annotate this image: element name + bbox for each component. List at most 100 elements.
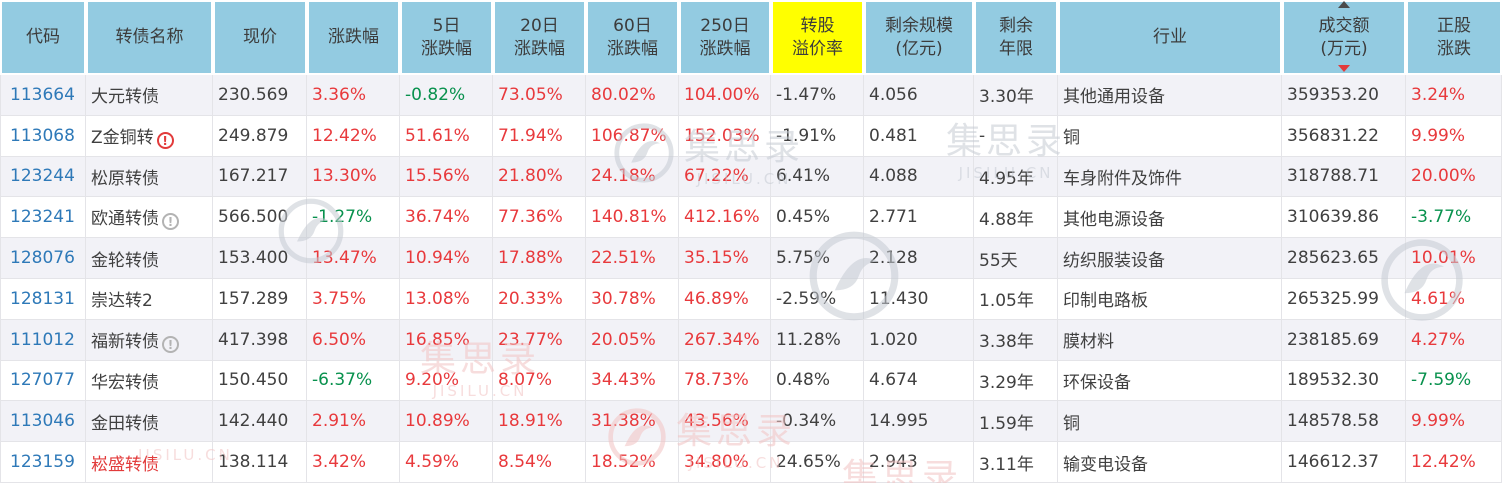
- bond-name[interactable]: 福新转债: [91, 331, 159, 352]
- cell-code[interactable]: 113664: [0, 75, 86, 116]
- cell-size: 2.128: [864, 238, 974, 279]
- cell-price: 566.500: [213, 197, 307, 239]
- cell-chg5: 16.85%: [400, 319, 493, 361]
- column-label: 年限: [999, 38, 1033, 59]
- cell-code[interactable]: 128131: [0, 278, 86, 320]
- cell-years: 1.59年: [974, 401, 1058, 443]
- cell-premium: 0.48%: [771, 360, 864, 402]
- cell-chg20: 73.05%: [493, 75, 586, 116]
- cell-name: 金轮转债: [86, 238, 213, 279]
- cell-chg20: 71.94%: [493, 115, 586, 157]
- cell-years: 1.05年: [974, 278, 1058, 320]
- cell-chg250: 43.56%: [679, 401, 771, 443]
- cell-stock_change: 4.27%: [1406, 319, 1502, 361]
- bond-name[interactable]: 崇达转2: [91, 291, 153, 312]
- cell-size: 2.943: [864, 442, 974, 483]
- cell-industry: 铜: [1058, 115, 1282, 157]
- cell-size: 2.771: [864, 197, 974, 239]
- column-header-chg20[interactable]: 20日 涨跌幅: [493, 0, 586, 75]
- cell-price: 153.400: [213, 238, 307, 279]
- bond-name[interactable]: 松原转债: [91, 168, 159, 189]
- cell-name: 崧盛转债: [86, 442, 213, 483]
- cell-size: 4.674: [864, 360, 974, 402]
- cell-change: 3.42%: [307, 442, 400, 483]
- column-label: 涨跌幅: [421, 38, 472, 59]
- red-warning-icon[interactable]: !: [156, 131, 174, 149]
- cell-chg60: 31.38%: [586, 401, 679, 443]
- cell-chg5: 51.61%: [400, 115, 493, 157]
- cell-price: 230.569: [213, 75, 307, 116]
- table-row: 113046 金田转债 142.440 2.91% 10.89% 18.91% 31.38%…: [0, 401, 1502, 443]
- cell-premium: 6.41%: [771, 156, 864, 198]
- cell-turnover: 146612.37: [1282, 442, 1406, 483]
- column-header-premium[interactable]: 转股 溢价率: [771, 0, 864, 75]
- cell-years: -: [974, 115, 1058, 157]
- column-header-size[interactable]: 剩余规模 (亿元): [864, 0, 974, 75]
- cell-size: 1.020: [864, 319, 974, 361]
- cell-code[interactable]: 127077: [0, 360, 86, 402]
- cell-name: 崇达转2: [86, 278, 213, 320]
- cell-code[interactable]: 123159: [0, 442, 86, 483]
- cell-stock_change: -3.77%: [1406, 197, 1502, 239]
- table-row: 113068 Z金铜转! 249.879 12.42% 51.61% 71.94% 106.…: [0, 115, 1502, 157]
- column-header-chg5[interactable]: 5日 涨跌幅: [400, 0, 493, 75]
- bond-name[interactable]: 金轮转债: [91, 250, 159, 271]
- cell-name: 金田转债: [86, 401, 213, 443]
- cell-price: 167.217: [213, 156, 307, 198]
- cell-code[interactable]: 123244: [0, 156, 86, 198]
- column-header-years[interactable]: 剩余 年限: [974, 0, 1058, 75]
- column-header-code[interactable]: 代码: [0, 0, 86, 75]
- column-header-industry[interactable]: 行业: [1058, 0, 1282, 75]
- cell-price: 417.398: [213, 319, 307, 361]
- table-row: 128076 金轮转债 153.400 13.47% 10.94% 17.88% 22.51…: [0, 238, 1502, 279]
- column-header-stock_change[interactable]: 正股 涨跌: [1406, 0, 1502, 75]
- cell-stock_change: 9.99%: [1406, 115, 1502, 157]
- cell-code[interactable]: 113046: [0, 401, 86, 443]
- cell-name: 欧通转债!: [86, 197, 213, 239]
- column-label: 剩余: [999, 15, 1033, 36]
- column-label: 涨跌: [1437, 38, 1471, 59]
- column-header-chg250[interactable]: 250日 涨跌幅: [679, 0, 771, 75]
- cell-code[interactable]: 113068: [0, 115, 86, 157]
- column-header-name[interactable]: 转债名称: [86, 0, 213, 75]
- column-header-chg60[interactable]: 60日 涨跌幅: [586, 0, 679, 75]
- table-row: 111012 福新转债! 417.398 6.50% 16.85% 23.77% 20.05…: [0, 319, 1502, 361]
- gray-info-icon[interactable]: !: [162, 335, 179, 353]
- sort-asc-icon[interactable]: [1338, 1, 1350, 8]
- column-header-change[interactable]: 涨跌幅: [307, 0, 400, 75]
- gray-info-icon[interactable]: !: [162, 213, 179, 231]
- column-label: 行业: [1153, 27, 1187, 47]
- sort-desc-icon[interactable]: [1338, 65, 1350, 72]
- cell-code[interactable]: 123241: [0, 197, 86, 239]
- cell-chg60: 34.43%: [586, 360, 679, 402]
- cell-change: -1.27%: [307, 197, 400, 239]
- bond-name[interactable]: Z金铜转: [91, 127, 154, 148]
- cell-chg250: 412.16%: [679, 197, 771, 239]
- cell-stock_change: 12.42%: [1406, 442, 1502, 483]
- cell-years: 3.30年: [974, 75, 1058, 116]
- cell-change: -6.37%: [307, 360, 400, 402]
- cell-name: 福新转债!: [86, 319, 213, 361]
- cell-industry: 车身附件及饰件: [1058, 156, 1282, 198]
- cell-premium: 5.75%: [771, 238, 864, 279]
- bond-name[interactable]: 大元转债: [91, 87, 159, 108]
- cell-premium: -0.34%: [771, 401, 864, 443]
- bond-name[interactable]: 金田转债: [91, 413, 159, 434]
- cell-code[interactable]: 111012: [0, 319, 86, 361]
- column-header-turnover[interactable]: 成交额 (万元): [1282, 0, 1406, 75]
- cell-chg5: 13.08%: [400, 278, 493, 320]
- column-label: 5日: [432, 15, 461, 36]
- column-label: (亿元): [895, 38, 943, 59]
- column-label: 代码: [26, 27, 60, 47]
- column-header-price[interactable]: 现价: [213, 0, 307, 75]
- column-label: 涨跌幅: [328, 27, 379, 47]
- bond-name[interactable]: 欧通转债: [91, 209, 159, 230]
- bond-name[interactable]: 华宏转债: [91, 372, 159, 393]
- column-label: 转股: [800, 15, 835, 36]
- cell-industry: 纺织服装设备: [1058, 238, 1282, 279]
- cell-code[interactable]: 128076: [0, 238, 86, 279]
- cell-industry: 输变电设备: [1058, 442, 1282, 483]
- bond-name[interactable]: 崧盛转债: [91, 454, 159, 475]
- table-row: 123159 崧盛转债 138.114 3.42% 4.59% 8.54% 18.52% 34…: [0, 442, 1502, 483]
- cell-size: 14.995: [864, 401, 974, 443]
